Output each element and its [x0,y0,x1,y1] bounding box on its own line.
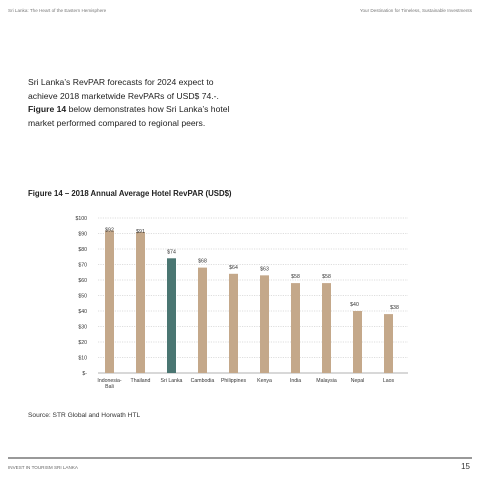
bar [322,283,331,373]
y-tick-label: $- [82,371,87,377]
figure-title: Figure 14 – 2018 Annual Average Hotel Re… [28,189,232,198]
x-category-label: Cambodia [191,378,215,384]
intro-text-part2: below demonstrates how Sri Lanka’s hotel… [28,104,230,128]
data-label: $91 [136,229,145,235]
data-label: $92 [105,227,114,233]
y-tick-label: $10 [78,355,87,361]
footer-divider [8,457,472,459]
bar [136,231,145,373]
x-category-label: Malaysia [316,378,337,384]
x-category-label: Nepal [351,378,365,384]
header-left-text: Sri Lanka: The Heart of the Eastern Hemi… [8,8,107,13]
x-category-label: Indonesia-Bali [97,378,121,390]
y-tick-label: $80 [78,247,87,253]
data-label: $74 [167,249,176,255]
data-label: $58 [322,274,331,280]
bar [353,311,362,373]
page-number: 15 [461,462,470,471]
x-category-label: India [290,378,301,384]
header-right-text: Your Destination for Timeless, Sustainab… [359,8,472,13]
data-label: $58 [291,274,300,280]
y-tick-label: $70 [78,262,87,268]
revpar-bar-chart: $- $10 $20 $30 $40 $50 $60 $70 $80 $90 $100 $92 Indo… [75,216,408,390]
bar [291,283,300,373]
intro-text-part1: Sri Lanka’s RevPAR forecasts for 2024 ex… [28,77,219,101]
x-category-label: Kenya [257,378,272,384]
source-note: Source: STR Global and Horwath HTL [28,412,141,419]
data-label: $64 [229,265,238,271]
y-tick-label: $100 [75,216,87,222]
intro-figure-reference: Figure 14 [28,104,67,114]
intro-paragraph: Sri Lanka’s RevPAR forecasts for 2024 ex… [28,76,238,130]
y-tick-label: $20 [78,340,87,346]
x-category-label: Philippines [221,378,246,384]
bar [167,258,176,373]
data-label: $68 [198,259,207,265]
bar [384,314,393,373]
bar [229,273,238,373]
x-category-label: Sri Lanka [161,378,183,384]
y-tick-label: $40 [78,309,87,315]
data-label: $40 [350,302,359,308]
x-category-label: Thailand [131,378,151,384]
bar [260,275,269,373]
bar [198,267,207,373]
data-label: $38 [390,305,399,311]
data-label: $63 [260,266,269,272]
y-tick-label: $90 [78,231,87,237]
x-category-label: Laos [383,378,395,384]
footer-left-text: INVEST IN TOURISM SRI LANKA [8,465,78,470]
y-tick-label: $60 [78,278,87,284]
y-tick-label: $30 [78,324,87,330]
y-tick-label: $50 [78,293,87,299]
bar [105,230,114,373]
